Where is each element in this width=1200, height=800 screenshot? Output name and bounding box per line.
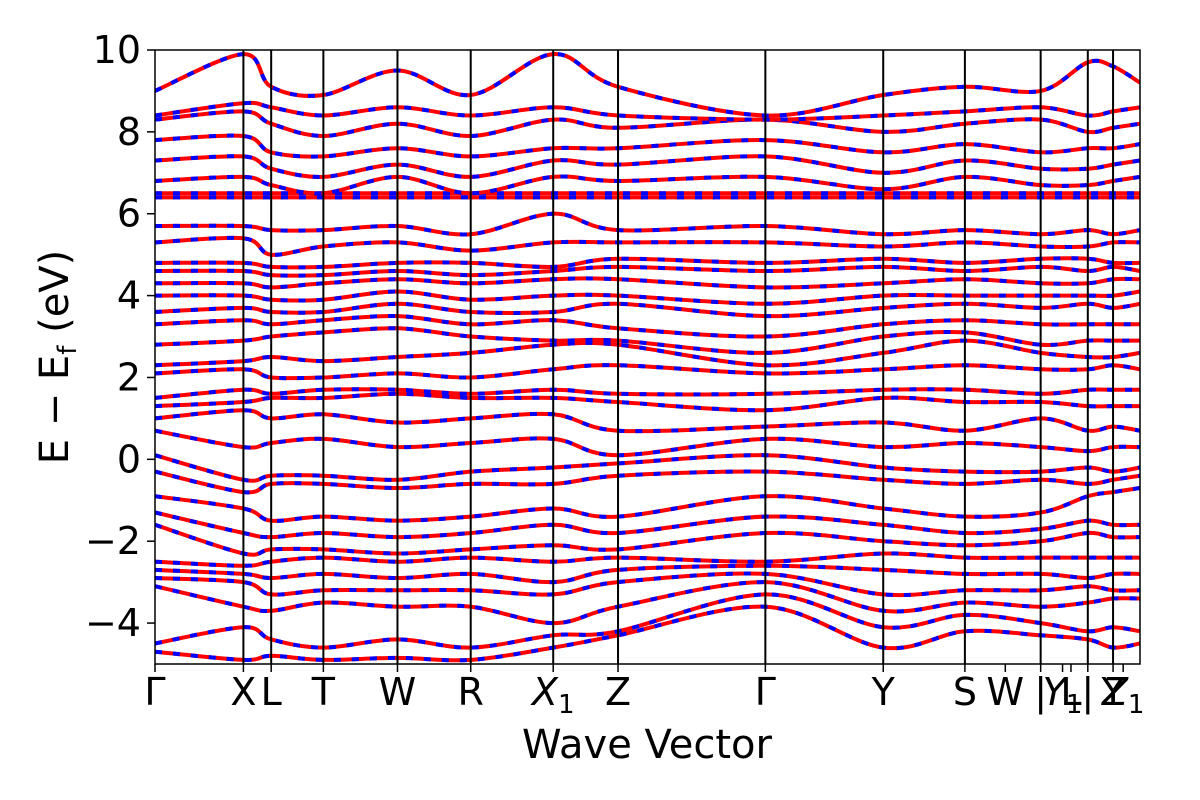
band-line-overlay-22 bbox=[155, 264, 1140, 278]
y-axis-title: E − Ef (eV) bbox=[32, 250, 83, 465]
x-axis: Γ X L T W R X1 Z Γ Y S W |Y1L | YZ1 bbox=[144, 664, 1144, 720]
bands-layer bbox=[155, 52, 1140, 663]
band-line-overlay-33 bbox=[155, 52, 1140, 118]
band-line-overlay-4 bbox=[155, 563, 1140, 585]
x-tick-label-5: R bbox=[458, 670, 484, 714]
y-tick-label-0: −4 bbox=[85, 601, 141, 645]
band-line-overlay-17 bbox=[155, 326, 1140, 355]
band-line-overlay-20 bbox=[155, 289, 1140, 306]
x-tick-label-8: Γ bbox=[755, 670, 776, 714]
band-line-33 bbox=[155, 52, 1140, 118]
x-tick-label-2: L bbox=[261, 670, 282, 714]
x-tick-label-9: Y bbox=[871, 670, 896, 714]
band-line-overlay-21 bbox=[155, 276, 1140, 290]
band-line-25 bbox=[155, 211, 1140, 237]
x-tick-label-12: | bbox=[1034, 670, 1047, 715]
band-line-9 bbox=[155, 469, 1140, 495]
band-line-overlay-15 bbox=[155, 363, 1140, 381]
band-line-2 bbox=[155, 580, 1140, 626]
band-line-overlay-23 bbox=[155, 256, 1140, 270]
y-tick-label-6: 8 bbox=[117, 110, 141, 154]
band-line-24 bbox=[155, 235, 1140, 257]
x-tick-label-10: S bbox=[953, 670, 977, 714]
band-line-6 bbox=[155, 522, 1140, 557]
y-axis-title-unit: (eV) bbox=[32, 250, 78, 346]
band-line-32 bbox=[155, 100, 1140, 122]
band-line-7 bbox=[155, 510, 1140, 540]
band-line-3 bbox=[155, 571, 1140, 598]
band-line-30 bbox=[155, 133, 1140, 159]
y-tick-label-4: 4 bbox=[117, 274, 141, 318]
band-line-12 bbox=[155, 408, 1140, 434]
plot-frame bbox=[154, 49, 1141, 665]
y-tick-label-3: 2 bbox=[117, 355, 141, 399]
band-line-overlay-1 bbox=[155, 592, 1140, 650]
band-line-10 bbox=[155, 453, 1140, 483]
x-tick-label-17: Z1 bbox=[1101, 670, 1145, 720]
x-tick-label-4: W bbox=[379, 670, 417, 714]
band-line-8 bbox=[155, 486, 1140, 523]
x-axis-title: Wave Vector bbox=[522, 722, 773, 768]
x-tick-label-1: X bbox=[230, 670, 256, 714]
band-line-11 bbox=[155, 428, 1140, 458]
kpoint-lines bbox=[242, 50, 1115, 664]
band-line-overlay-0 bbox=[155, 604, 1140, 663]
y-tick-label-7: 10 bbox=[93, 28, 141, 72]
y-tick-label-2: 0 bbox=[117, 437, 141, 481]
x-tick-label-11: W bbox=[987, 670, 1025, 714]
band-line-29 bbox=[155, 154, 1140, 179]
x-tick-label-14: L bbox=[1060, 670, 1081, 714]
band-line-overlay-13 bbox=[155, 391, 1140, 413]
y-axis: −4 −2 0 2 4 6 8 10 bbox=[85, 28, 155, 645]
band-line-overlay-18 bbox=[155, 314, 1140, 339]
x-tick-label-16: Y bbox=[1100, 670, 1125, 714]
band-line-overlay-14 bbox=[155, 387, 1140, 400]
x-tick-label-7: Z bbox=[605, 670, 631, 714]
y-tick-label-5: 6 bbox=[117, 192, 141, 236]
y-axis-title-subscript: f bbox=[53, 345, 83, 355]
x-tick-label-0: Γ bbox=[144, 670, 165, 714]
band-line-overlay-5 bbox=[155, 551, 1140, 568]
band-line-overlay-16 bbox=[155, 338, 1140, 368]
band-line-31 bbox=[155, 109, 1140, 139]
x-tick-label-6: X1 bbox=[530, 670, 575, 720]
band-line-overlay-19 bbox=[155, 301, 1140, 319]
band-line-28 bbox=[155, 174, 1140, 196]
y-tick-label-1: −2 bbox=[85, 519, 141, 563]
x-tick-label-3: T bbox=[311, 670, 336, 714]
x-tick-label-15: | bbox=[1081, 670, 1094, 715]
x-tick-label-13: Y1 bbox=[1043, 670, 1083, 720]
